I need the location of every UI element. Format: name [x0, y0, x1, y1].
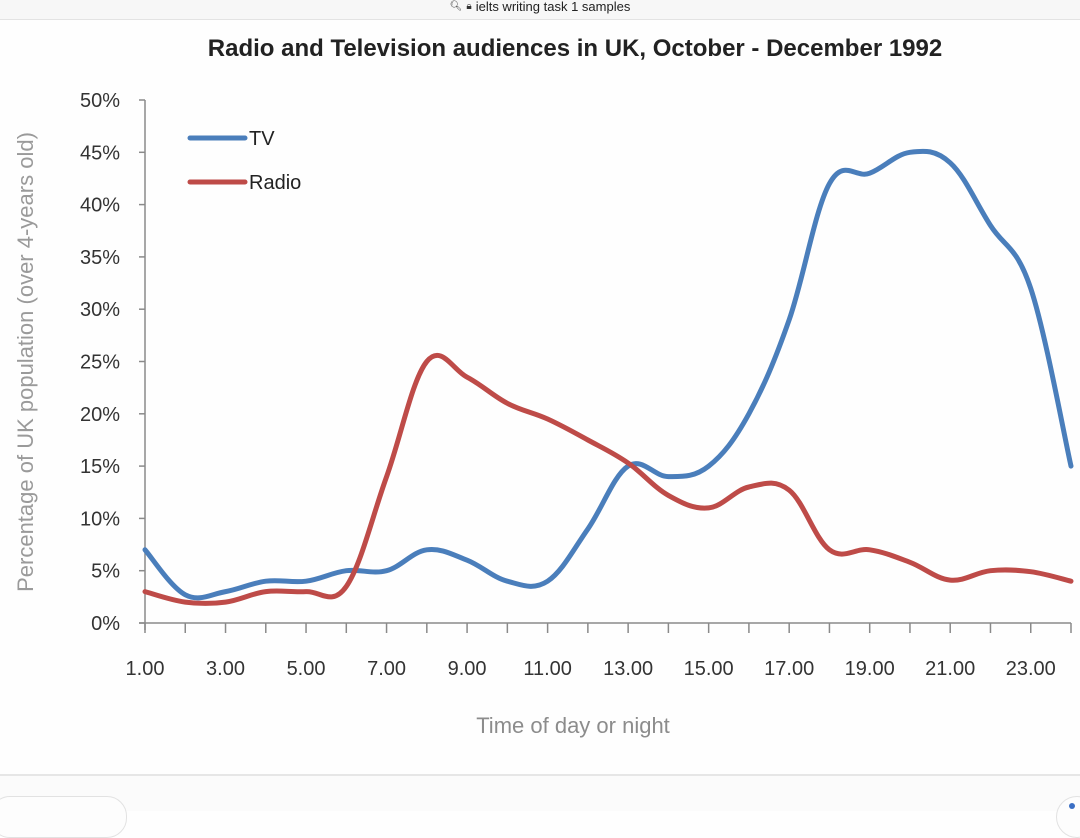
series-line-radio — [145, 355, 1071, 603]
x-tick-label: 3.00 — [206, 658, 245, 680]
x-tick-label: 19.00 — [845, 658, 895, 680]
legend: TV Radio — [190, 128, 301, 194]
x-tick-label: 13.00 — [603, 658, 653, 680]
action-icon — [1069, 803, 1075, 809]
legend-item-radio: Radio — [190, 172, 301, 194]
x-tick-label: 11.00 — [523, 658, 572, 680]
y-tick-label: 30% — [80, 299, 120, 321]
address-text: ielts writing task 1 samples — [476, 0, 631, 14]
chart-title: Radio and Television audiences in UK, Oc… — [208, 35, 942, 62]
line-chart: Radio and Television audiences in UK, Oc… — [0, 20, 1080, 774]
y-tick-label: 40% — [80, 195, 120, 217]
y-tick-label: 15% — [80, 456, 120, 478]
x-tick-label: 1.00 — [126, 658, 165, 680]
legend-label-tv: TV — [249, 128, 275, 150]
lock-icon: 🔒︎ — [466, 1, 471, 12]
browser-address-bar[interactable]: 🔍︎ 🔒︎ ielts writing task 1 samples — [0, 0, 1080, 20]
x-axis-title: Time of day or night — [476, 713, 670, 738]
y-tick-label: 35% — [80, 247, 120, 269]
bottom-toolbar — [0, 774, 1080, 811]
x-tick-label: 9.00 — [448, 658, 487, 680]
x-tick-label: 7.00 — [367, 658, 406, 680]
y-tick-label: 10% — [80, 508, 120, 530]
y-tick-label: 50% — [80, 90, 120, 112]
y-tick-label: 20% — [80, 404, 120, 426]
x-tick-label: 17.00 — [764, 658, 814, 680]
series-line-tv — [145, 151, 1071, 598]
y-tick-label: 45% — [80, 142, 120, 164]
x-tick-label: 21.00 — [925, 658, 975, 680]
x-tick-label: 15.00 — [684, 658, 734, 680]
address-display[interactable]: 🔍︎ 🔒︎ ielts writing task 1 samples — [450, 0, 631, 14]
x-tick-label: 23.00 — [1006, 658, 1056, 680]
y-tick-label: 0% — [91, 613, 120, 635]
y-axis-title: Percentage of UK population (over 4-year… — [13, 132, 38, 592]
y-tick-label: 5% — [91, 561, 120, 583]
search-icon: 🔍︎ — [450, 1, 463, 12]
y-tick-label: 25% — [80, 352, 120, 374]
bottom-right-button[interactable] — [1056, 796, 1080, 838]
legend-item-tv: TV — [190, 128, 275, 150]
x-tick-label: 5.00 — [287, 658, 326, 680]
series-layer — [145, 151, 1071, 603]
bottom-left-button[interactable] — [0, 796, 127, 838]
legend-label-radio: Radio — [249, 172, 301, 194]
chart-container: Radio and Television audiences in UK, Oc… — [0, 20, 1080, 774]
